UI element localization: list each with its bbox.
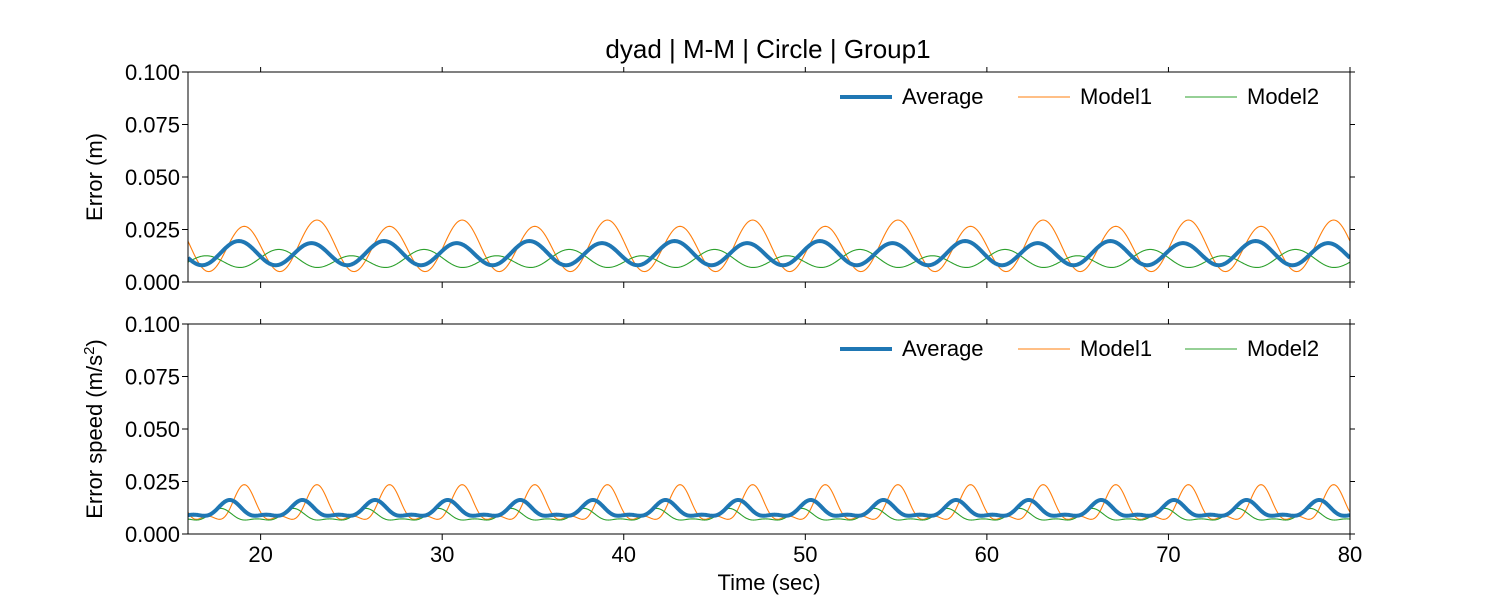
y-tick-label: 0.050 (125, 417, 180, 442)
series-group (188, 484, 1350, 521)
series-average-line (188, 239, 1350, 268)
y-axis-label-superscript: 2 (81, 347, 98, 355)
series-average-line (188, 497, 1350, 518)
x-axis-label: Time (sec) (717, 570, 820, 595)
legend-label-model2: Model2 (1247, 84, 1319, 109)
y-tick-label: 0.075 (125, 113, 180, 138)
plot-frame (187, 71, 1351, 283)
y-tick-label: 0.000 (125, 270, 180, 295)
chart-title: dyad | M-M | Circle | Group1 (605, 34, 930, 64)
x-tick-label: 70 (1156, 542, 1180, 567)
y-tick-label: 0.100 (125, 312, 180, 337)
y-tick-label: 0.075 (125, 365, 180, 390)
x-tick-label: 60 (975, 542, 999, 567)
plot-frame (187, 323, 1351, 535)
legend-label-model2: Model2 (1247, 336, 1319, 361)
y-tick-label: 0.025 (125, 218, 180, 243)
y-tick-label: 0.100 (125, 60, 180, 85)
legend-label-average: Average (902, 336, 984, 361)
x-tick-label: 50 (793, 542, 817, 567)
y-axis-label-end: ) (82, 339, 107, 346)
panel-2: 0.000 0.025 0.050 0.075 0.100 20 30 40 50 60 70 80 E… (81, 312, 1363, 595)
y-tick-label: 0.000 (125, 522, 180, 547)
y-tick-label: 0.050 (125, 165, 180, 190)
legend-label-average: Average (902, 84, 984, 109)
x-tick-label: 40 (612, 542, 636, 567)
legend: Average Model1 Model2 (840, 336, 1319, 361)
series-group (188, 219, 1350, 273)
legend-label-model1: Model1 (1080, 336, 1152, 361)
legend: Average Model1 Model2 (840, 84, 1319, 109)
x-tick-label: 20 (248, 542, 272, 567)
x-tick-label: 80 (1338, 542, 1362, 567)
series-model1-line (188, 219, 1350, 273)
series-model2-line (188, 248, 1350, 269)
legend-label-model1: Model1 (1080, 84, 1152, 109)
y-axis-label: Error (m) (82, 133, 107, 221)
panel-1: 0.000 0.025 0.050 0.075 0.100 Error (m) Averag… (82, 60, 1355, 295)
series-model1-line (188, 484, 1350, 520)
y-axis-label: Error speed (m/s2) (81, 339, 108, 519)
y-tick-label: 0.025 (125, 470, 180, 495)
x-tick-label: 30 (430, 542, 454, 567)
